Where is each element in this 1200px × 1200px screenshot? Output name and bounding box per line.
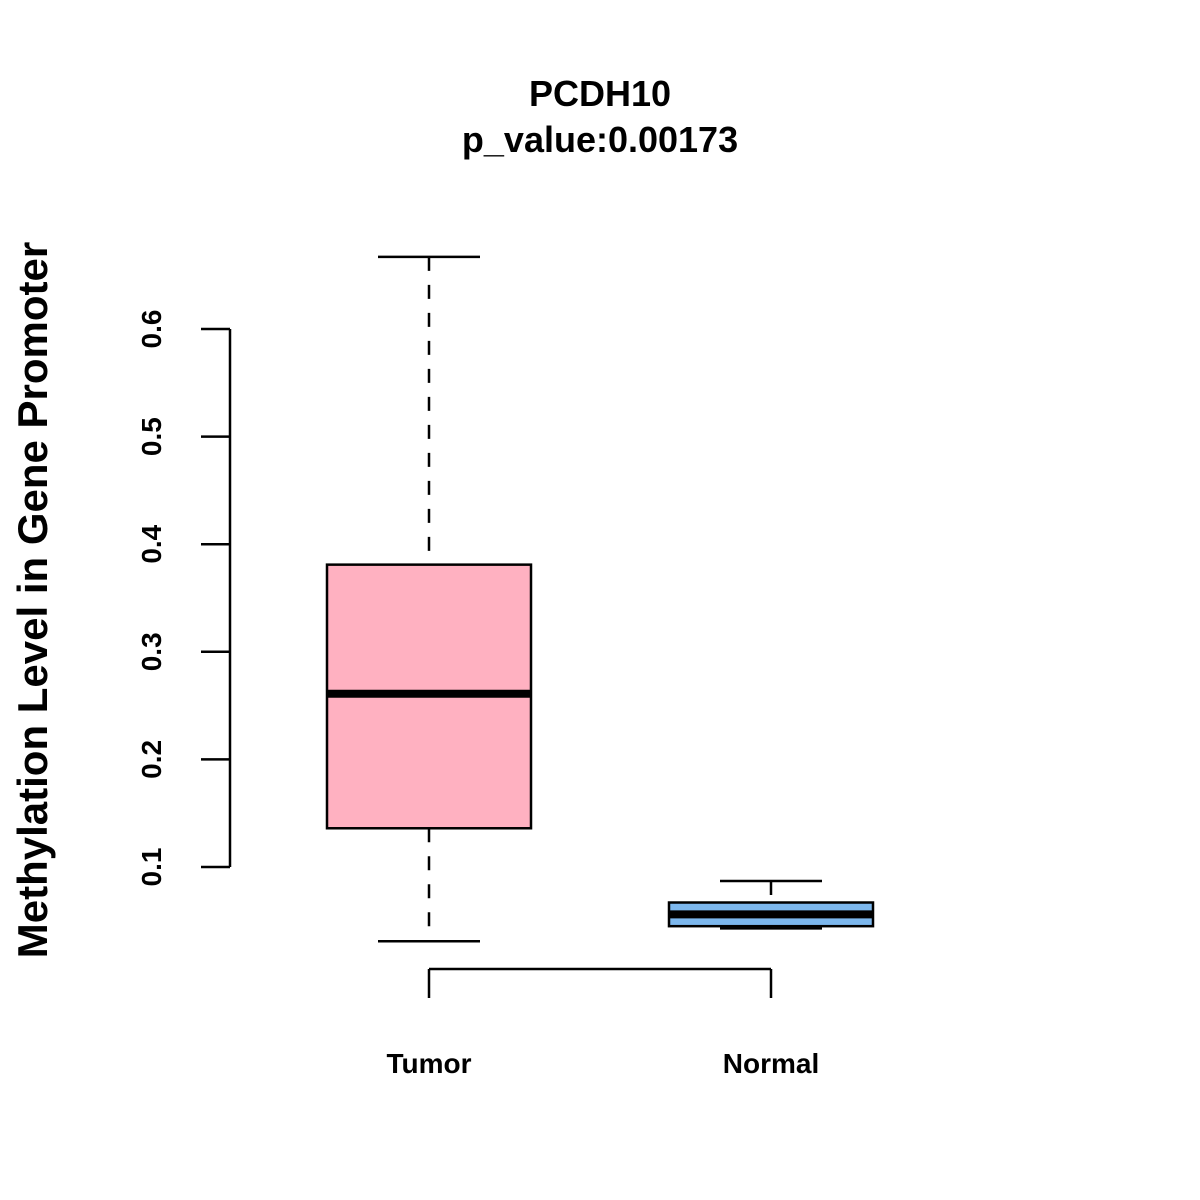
chart-title: PCDH10 <box>529 73 671 114</box>
x-axis: Tumor Normal <box>386 967 819 1079</box>
y-tick-label: 0.2 <box>136 740 167 779</box>
y-tick-label: 0.1 <box>136 848 167 887</box>
chart-subtitle: p_value:0.00173 <box>462 119 738 160</box>
box-tumor <box>325 255 533 943</box>
y-tick-label: 0.5 <box>136 417 167 456</box>
x-tick-label: Tumor <box>386 1048 471 1079</box>
y-tick-label: 0.3 <box>136 632 167 671</box>
y-axis: 0.1 0.2 0.3 0.4 0.5 0.6 <box>136 310 232 887</box>
x-tick-label: Normal <box>723 1048 819 1079</box>
box-normal <box>667 879 875 930</box>
y-tick-label: 0.4 <box>136 524 167 563</box>
boxes <box>325 255 875 943</box>
y-axis-label: Methylation Level in Gene Promoter <box>9 242 56 958</box>
y-tick-label: 0.6 <box>136 310 167 349</box>
